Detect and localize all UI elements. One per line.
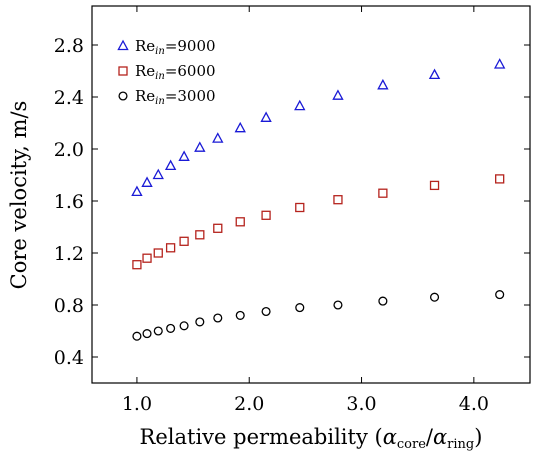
data-point-circle: [153, 326, 163, 336]
data-point-circle: [235, 310, 245, 320]
data-point-square: [142, 253, 152, 263]
y-axis-label: Core velocity, m/s: [7, 101, 31, 290]
data-point-triangle: [234, 121, 246, 133]
data-point-circle: [333, 300, 343, 310]
data-point-square: [295, 202, 305, 213]
data-point-square: [333, 195, 343, 205]
legend-marker-circle: [118, 91, 128, 101]
data-point-square: [213, 223, 223, 233]
y-tick-label: 0.4: [54, 347, 84, 369]
data-point-triangle: [332, 89, 344, 100]
x-tick-label: 4.0: [459, 393, 489, 415]
legend-marker-square: [118, 66, 128, 76]
x-tick-label: 2.0: [234, 393, 264, 415]
data-point-triangle: [131, 185, 143, 197]
data-point-triangle: [493, 58, 506, 69]
data-point-square: [495, 174, 505, 184]
data-point-circle: [213, 313, 223, 323]
y-tick-label: 1.2: [54, 243, 84, 265]
data-point-circle: [166, 323, 176, 333]
axis-ticks: 1.0 2.0 3.0 4.0 0.4 0.8 1.2 1.6 2.0 2.4 2.8: [54, 6, 530, 415]
data-point-triangle: [178, 150, 190, 161]
y-tick-label: 0.8: [54, 295, 84, 317]
data-point-triangle: [377, 78, 389, 90]
legend-label: Rein=9000: [135, 37, 216, 57]
y-tick-label: 2.8: [54, 35, 84, 57]
data-point-triangle: [164, 159, 177, 171]
data-point-triangle: [212, 132, 224, 143]
data-point-square: [235, 217, 245, 227]
data-point-circle: [179, 321, 189, 331]
data-point-triangle: [294, 99, 306, 111]
data-point-circle: [195, 317, 205, 327]
data-point-circle: [295, 303, 305, 313]
legend-label: Rein=3000: [135, 87, 216, 107]
data-point-square: [261, 210, 271, 220]
data-point-circle: [142, 329, 152, 339]
data-point-circle: [378, 296, 388, 306]
plot-frame: [91, 5, 531, 384]
x-axis-label: Relative permeability (αcore/αring): [140, 425, 483, 452]
data-point-circle: [132, 331, 142, 341]
data-point-triangle: [428, 68, 441, 80]
x-tick-label: 3.0: [346, 393, 376, 415]
legend-marker-triangle: [117, 39, 129, 51]
y-tick-label: 2.4: [54, 87, 84, 109]
data-point-square: [132, 260, 142, 270]
legend-label: Rein=6000: [135, 62, 216, 82]
data-point-square: [195, 230, 205, 240]
y-tick-label: 1.6: [54, 191, 84, 213]
data-point-triangle: [152, 168, 164, 180]
legend: Rein=9000 Rein=6000 Rein=3000: [117, 37, 216, 107]
data-point-circle: [261, 306, 271, 317]
data-marks: [131, 58, 506, 341]
data-point-triangle: [194, 141, 206, 152]
data-point-square: [429, 180, 440, 191]
data-point-square: [165, 243, 176, 253]
data-point-square: [153, 248, 163, 258]
x-tick-label: 1.0: [122, 393, 152, 415]
data-point-circle: [429, 292, 440, 302]
data-point-triangle: [260, 111, 272, 122]
data-point-circle: [495, 290, 505, 300]
data-point-square: [179, 236, 189, 246]
data-point-triangle: [141, 176, 153, 187]
data-point-square: [378, 188, 388, 198]
y-tick-label: 2.0: [54, 139, 84, 161]
